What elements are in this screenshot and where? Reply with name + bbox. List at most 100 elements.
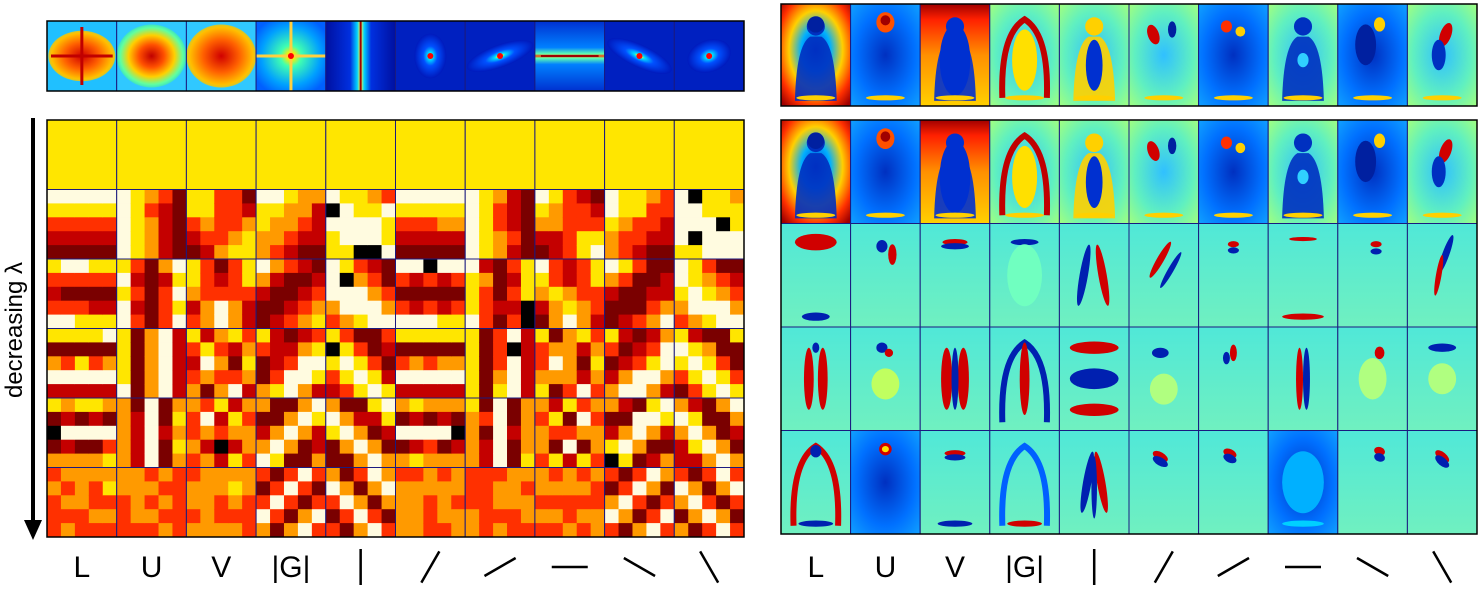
component-cell — [919, 119, 991, 224]
basis-cell — [464, 467, 536, 538]
kernel-cell — [534, 20, 606, 92]
component-cell — [1058, 119, 1130, 224]
basis-cell — [255, 467, 327, 538]
diagonal-minus-60-icon — [699, 550, 720, 584]
basis-cell — [185, 328, 257, 399]
basis-cell — [116, 189, 187, 260]
component-grid — [780, 119, 1478, 535]
component-cell — [1267, 119, 1339, 224]
component-cell — [1267, 430, 1339, 535]
basis-cell — [604, 189, 675, 260]
basis-cell — [255, 397, 327, 468]
left-column-labels: L U V |G| — [74, 549, 720, 585]
column-label: L — [807, 551, 824, 584]
diagonal-minus-30-icon — [623, 556, 656, 578]
component-cell — [1406, 223, 1478, 328]
component-cell — [780, 119, 852, 224]
basis-cell — [185, 189, 257, 260]
component-cell — [989, 119, 1060, 224]
kernel-cell — [604, 20, 675, 92]
basis-cell — [46, 467, 118, 538]
diagonal-minus-30-icon — [1356, 556, 1389, 578]
column-label: |G| — [271, 551, 310, 584]
component-cell — [1337, 119, 1408, 224]
component-cell — [1337, 326, 1408, 431]
basis-cell — [464, 328, 536, 399]
basis-cell — [116, 258, 187, 329]
basis-cell — [464, 258, 536, 329]
basis-cell — [673, 397, 745, 468]
component-cell — [850, 430, 921, 535]
basis-cell — [325, 119, 396, 190]
basis-cell — [185, 258, 257, 329]
component-cell — [850, 223, 921, 328]
diagonal-minus-60-icon — [1432, 550, 1453, 584]
basis-cell — [534, 467, 606, 538]
basis-cell — [534, 258, 606, 329]
component-cell — [919, 223, 991, 328]
component-cell — [1198, 3, 1269, 107]
kernel-cell — [255, 20, 327, 92]
component-cell — [780, 430, 852, 535]
component-cell — [1058, 223, 1130, 328]
component-cell — [1198, 430, 1269, 535]
basis-cell — [325, 467, 396, 538]
basis-cell — [325, 397, 396, 468]
basis-cell — [673, 189, 745, 260]
basis-grid — [46, 119, 745, 538]
basis-cell — [464, 397, 536, 468]
kernel-cell — [185, 20, 257, 92]
component-cell — [1128, 326, 1200, 431]
component-cell — [1337, 430, 1408, 535]
basis-cell — [46, 258, 118, 329]
basis-cell — [46, 119, 118, 190]
basis-cell — [534, 189, 606, 260]
basis-cell — [673, 328, 745, 399]
component-cell — [780, 3, 852, 107]
component-cell — [1128, 119, 1200, 224]
column-label: L — [74, 551, 91, 584]
basis-cell — [534, 328, 606, 399]
column-label: V — [945, 551, 965, 584]
basis-cell — [604, 119, 675, 190]
basis-cell — [185, 467, 257, 538]
column-label: V — [211, 551, 231, 584]
component-cell — [1406, 3, 1478, 107]
component-cell — [919, 430, 991, 535]
component-cell — [1128, 3, 1200, 107]
basis-cell — [464, 189, 536, 260]
component-cell — [919, 326, 991, 431]
column-label: U — [141, 551, 163, 584]
basis-cell — [116, 397, 187, 468]
kernel-cell — [673, 20, 745, 92]
component-cell — [1267, 3, 1339, 107]
basis-cell — [255, 119, 327, 190]
component-cell — [850, 3, 921, 107]
component-cell — [989, 430, 1060, 535]
kernel-cell — [46, 20, 118, 92]
component-cell — [989, 3, 1060, 107]
basis-cell — [673, 258, 745, 329]
component-cell — [989, 223, 1060, 328]
basis-cell — [116, 328, 187, 399]
basis-cell — [255, 258, 327, 329]
component-cell — [1198, 223, 1269, 328]
basis-cell — [255, 189, 327, 260]
basis-cell — [395, 189, 466, 260]
basis-cell — [325, 189, 396, 260]
basis-cell — [604, 467, 675, 538]
component-cell — [1406, 326, 1478, 431]
component-cell — [1128, 430, 1200, 535]
right-column-labels: L U V |G| — [807, 549, 1453, 585]
mean-strip — [780, 3, 1478, 107]
basis-cell — [395, 328, 466, 399]
component-cell — [1337, 223, 1408, 328]
component-cell — [780, 326, 852, 431]
basis-cell — [46, 189, 118, 260]
basis-cell — [325, 328, 396, 399]
diagonal-60-icon — [420, 550, 441, 584]
component-cell — [1198, 119, 1269, 224]
component-cell — [919, 3, 991, 107]
basis-cell — [116, 467, 187, 538]
